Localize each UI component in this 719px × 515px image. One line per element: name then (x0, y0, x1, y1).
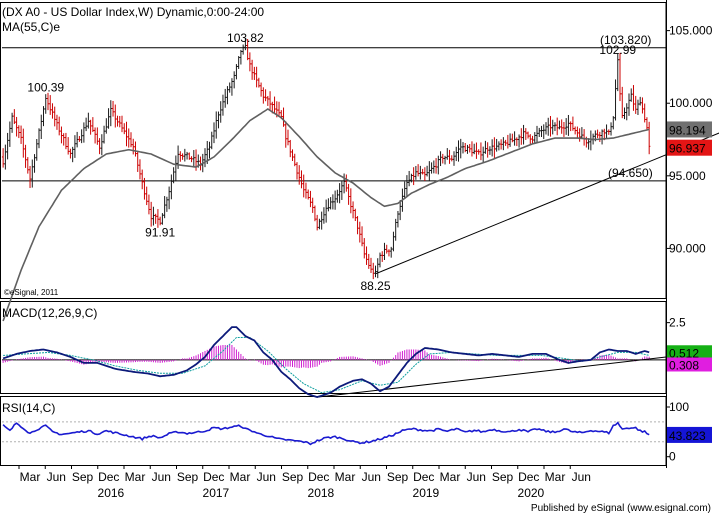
month-label: Mar (335, 470, 356, 484)
peak-value-label: 102.99 (599, 43, 636, 57)
price-badge-label: 98.194 (669, 123, 706, 137)
month-label: Mar (545, 470, 566, 484)
month-label: Dec (98, 470, 119, 484)
price-badge-box (667, 121, 712, 138)
watermark: ©eSignal, 2011 (4, 288, 59, 297)
main-title: (DX A0 - US Dollar Index,W) Dynamic,0:00… (2, 5, 264, 19)
horizontal-level-label: (103.820) (600, 33, 651, 47)
macd-axis-ticks: 2.5 (666, 316, 686, 330)
macd-line (2, 326, 650, 399)
price-tick-label: 90.000 (669, 241, 706, 255)
peak-value-label: 91.91 (145, 226, 175, 240)
rsi-panel: 0 100 43.823 RSI(14,C) (2, 400, 712, 464)
rsi-axis-ticks: 0 100 (666, 400, 689, 464)
macd-badge-label: 0.308 (669, 358, 699, 372)
year-label: 2016 (98, 486, 125, 500)
price-badges: 98.194 96.937 (667, 121, 712, 156)
month-label: Mar (440, 470, 461, 484)
month-label: Jun (152, 470, 171, 484)
month-label: Jun (467, 470, 486, 484)
peak-value-label: 88.25 (360, 279, 390, 293)
rsi-tick-label: 100 (669, 400, 689, 414)
price-axis-ticks: 90.000 95.000 100.000 105.000 (666, 24, 713, 255)
price-panel: (103.820) (94.650) 100.39 103.82 102.99 91.9… (1, 5, 719, 322)
support-resistance-lines: (103.820) (94.650) (2, 33, 666, 182)
peak-labels: 100.39 103.82 102.99 91.91 88.25 (27, 31, 636, 293)
month-label: Dec (518, 470, 539, 484)
macd-signal-line (3, 337, 650, 394)
month-label: Sep (282, 470, 304, 484)
macd-tick-label: 2.5 (669, 316, 686, 330)
month-label: Dec (413, 470, 434, 484)
price-badge-box (667, 139, 712, 156)
month-label: Jun (47, 470, 66, 484)
price-trendline (375, 132, 719, 275)
rsi-badge-label: 43.823 (669, 429, 706, 443)
year-label: 2019 (413, 486, 440, 500)
rsi-line (2, 421, 650, 446)
peak-value-label: 103.82 (227, 31, 264, 45)
moving-average-line (2, 108, 650, 322)
year-label: 2020 (518, 486, 545, 500)
peak-value-label: 100.39 (27, 81, 64, 95)
month-label: Jun (572, 470, 591, 484)
rsi-badge-box (667, 426, 712, 443)
month-label: Mar (125, 470, 146, 484)
price-candles (1, 38, 651, 280)
month-label: Jun (362, 470, 381, 484)
rsi-title: RSI(14,C) (2, 401, 55, 415)
macd-trendline-segment (317, 356, 668, 398)
month-label: Dec (203, 470, 224, 484)
month-label: Dec (308, 470, 329, 484)
rising-support-trendline (375, 132, 719, 275)
ma-legend-label: MA(55,C)e (2, 20, 60, 34)
month-label: Jun (257, 470, 276, 484)
month-label: Sep (177, 470, 199, 484)
macd-histogram (2, 345, 650, 369)
horizontal-level-label: (94.650) (608, 166, 653, 180)
rsi-badges: 43.823 (667, 426, 712, 443)
time-axis: Mar Jun Sep Dec Mar Jun Sep Dec Mar Jun Sep Dec Mar J… (18, 465, 591, 500)
panel-frames (0, 0, 667, 468)
rsi-tick-label: 0 (669, 450, 676, 464)
month-label: Mar (230, 470, 251, 484)
publisher-credit: Published by eSignal (www.esignal.com) (531, 503, 711, 514)
macd-badge-label: 0.512 (669, 346, 699, 360)
month-label: Sep (72, 470, 94, 484)
macd-badge-box (667, 345, 712, 360)
month-label: Mar (20, 470, 41, 484)
macd-title: MACD(12,26,9,C) (2, 306, 97, 320)
macd-badge-box (667, 357, 712, 372)
rsi-reference-lines (2, 421, 666, 443)
price-tick-label: 105.000 (669, 24, 713, 38)
year-label: 2018 (308, 486, 335, 500)
footer-bar (0, 499, 719, 515)
price-badge-label: 96.937 (669, 142, 706, 156)
month-label: Sep (387, 470, 409, 484)
month-label: Sep (492, 470, 514, 484)
price-tick-label: 100.000 (669, 96, 713, 110)
price-tick-label: 95.000 (669, 169, 706, 183)
macd-trendline (317, 356, 668, 398)
year-label: 2017 (203, 486, 230, 500)
